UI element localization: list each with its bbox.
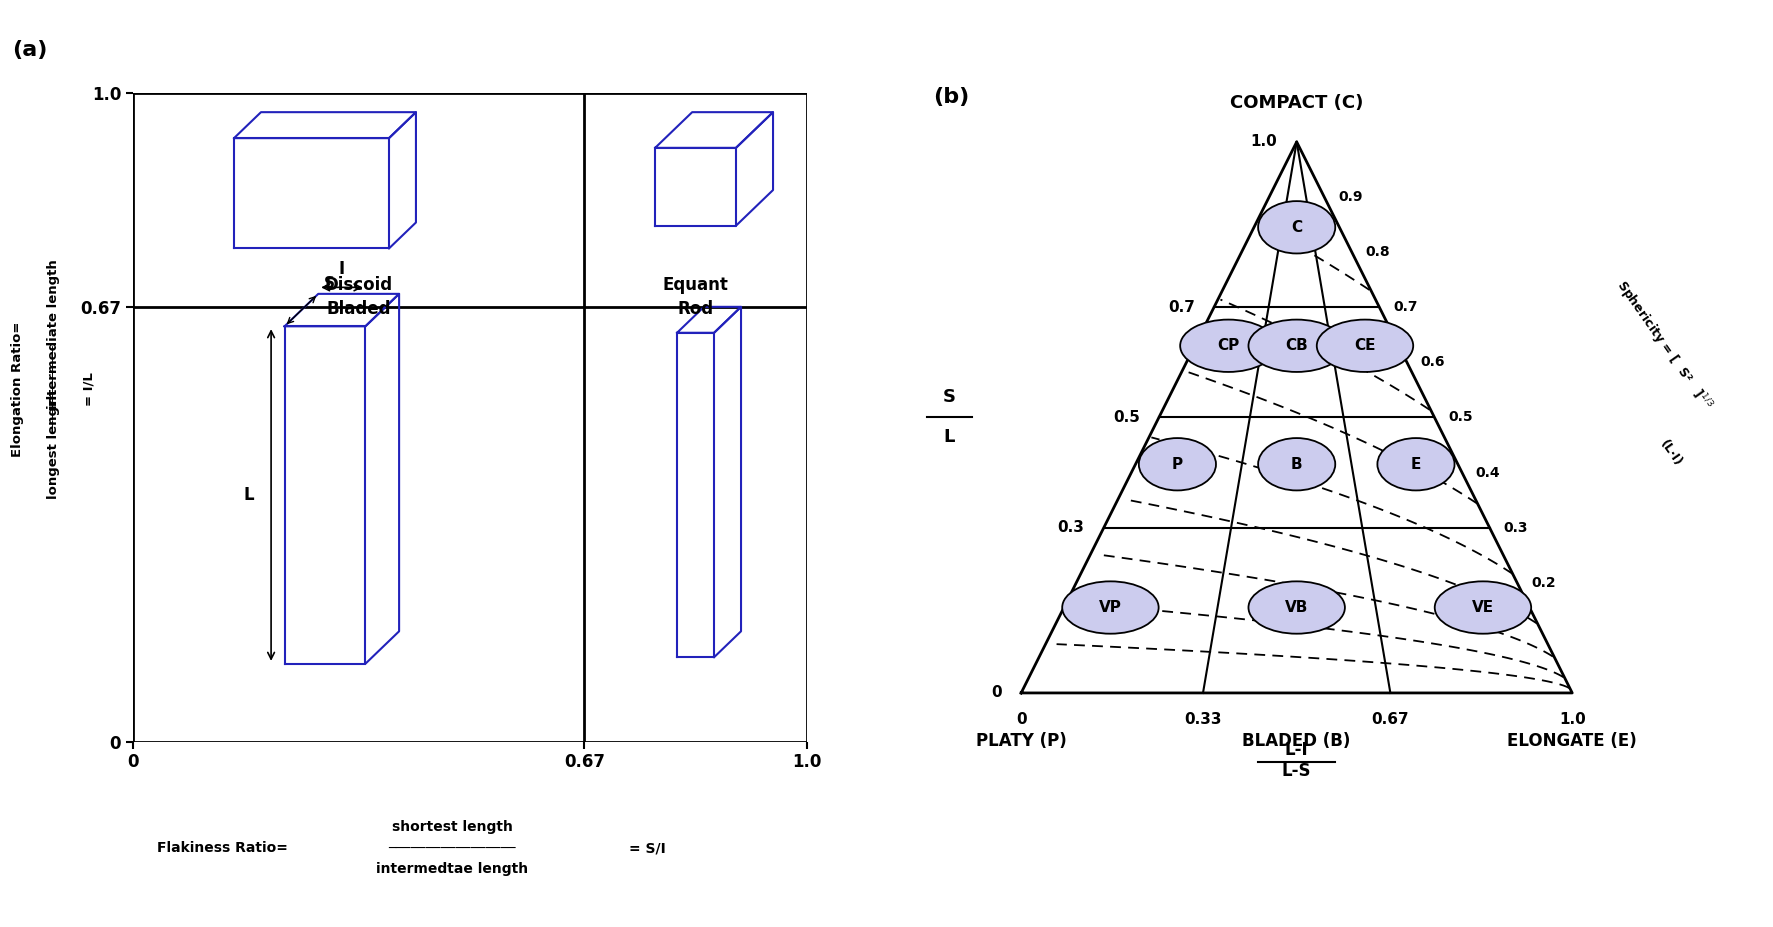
Text: 0.3: 0.3 <box>1058 520 1085 535</box>
Text: ─────────────────: ───────────────── <box>388 842 516 855</box>
Text: 0.9: 0.9 <box>1339 190 1362 204</box>
Text: B: B <box>1291 457 1303 472</box>
Text: L-S: L-S <box>1282 762 1312 780</box>
Text: intermedtae length: intermedtae length <box>376 862 528 876</box>
Text: 0.7: 0.7 <box>1394 300 1418 314</box>
Text: 0.8: 0.8 <box>1365 245 1390 259</box>
Text: 0.6: 0.6 <box>1420 355 1445 369</box>
Text: Flakiness Ratio=: Flakiness Ratio= <box>156 841 293 856</box>
Text: = I/L: = I/L <box>82 373 96 406</box>
Text: VE: VE <box>1472 600 1495 615</box>
Ellipse shape <box>1138 438 1216 490</box>
Text: 0.5: 0.5 <box>1113 410 1140 425</box>
Text: C: C <box>1291 220 1301 235</box>
Text: = S/I: = S/I <box>629 841 667 856</box>
Ellipse shape <box>1062 581 1158 634</box>
Ellipse shape <box>1317 320 1413 372</box>
Text: 0.2: 0.2 <box>1530 576 1555 590</box>
Text: L-I: L-I <box>1285 741 1308 759</box>
Text: 0: 0 <box>991 685 1002 701</box>
Text: 0.5: 0.5 <box>1449 411 1473 425</box>
Text: Discoid: Discoid <box>324 276 394 294</box>
Text: VB: VB <box>1285 600 1308 615</box>
Text: longest lengrh: longest lengrh <box>46 390 60 500</box>
Text: L: L <box>943 428 956 447</box>
Text: Equant: Equant <box>663 276 729 294</box>
Text: shortest length: shortest length <box>392 820 512 834</box>
Text: PLATY (P): PLATY (P) <box>975 731 1067 750</box>
Ellipse shape <box>1259 201 1335 253</box>
Text: 1.0: 1.0 <box>1250 134 1277 149</box>
Text: 0.3: 0.3 <box>1504 521 1528 535</box>
Text: L: L <box>243 486 254 504</box>
Ellipse shape <box>1259 438 1335 490</box>
Text: CE: CE <box>1355 338 1376 353</box>
Text: (a): (a) <box>12 40 48 60</box>
Text: Bladed: Bladed <box>326 300 390 318</box>
Text: 0.67: 0.67 <box>1372 712 1410 727</box>
Text: intermediate length: intermediate length <box>46 259 60 409</box>
Text: Elongation Ratio=: Elongation Ratio= <box>11 322 25 457</box>
Ellipse shape <box>1248 320 1346 372</box>
Text: ─────────────: ───────────── <box>48 346 59 433</box>
Text: (b): (b) <box>933 87 970 108</box>
Text: 0.4: 0.4 <box>1475 465 1500 479</box>
Text: Sphericity = [  S²   ]$^{1/3}$: Sphericity = [ S² ]$^{1/3}$ <box>1612 277 1714 414</box>
Ellipse shape <box>1434 581 1532 634</box>
Text: ELONGATE (E): ELONGATE (E) <box>1507 731 1636 750</box>
Text: I: I <box>339 260 346 278</box>
Text: (L·I): (L·I) <box>1658 438 1684 469</box>
Text: 0: 0 <box>1016 712 1027 727</box>
Text: VP: VP <box>1099 600 1122 615</box>
Text: 1.0: 1.0 <box>1558 712 1585 727</box>
Text: CB: CB <box>1285 338 1308 353</box>
Text: 0.7: 0.7 <box>1168 299 1195 314</box>
Text: Rod: Rod <box>677 300 713 318</box>
Ellipse shape <box>1378 438 1454 490</box>
Ellipse shape <box>1248 581 1346 634</box>
Text: 0.33: 0.33 <box>1184 712 1222 727</box>
Text: S: S <box>943 388 956 406</box>
Text: P: P <box>1172 457 1183 472</box>
Text: CP: CP <box>1218 338 1239 353</box>
Text: COMPACT (C): COMPACT (C) <box>1230 94 1363 111</box>
Text: BLADED (B): BLADED (B) <box>1243 731 1351 750</box>
Text: S: S <box>324 275 335 291</box>
Ellipse shape <box>1181 320 1277 372</box>
Text: E: E <box>1411 457 1422 472</box>
